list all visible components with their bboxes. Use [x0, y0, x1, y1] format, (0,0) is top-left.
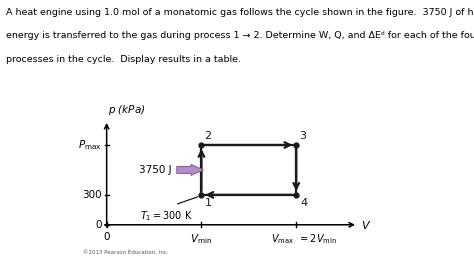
- Text: $= 2V_{\mathrm{min}}$: $= 2V_{\mathrm{min}}$: [298, 232, 337, 245]
- Text: 300: 300: [82, 190, 102, 200]
- Text: 2: 2: [204, 131, 211, 141]
- Text: 0: 0: [95, 220, 102, 230]
- Text: 3750 J: 3750 J: [139, 165, 172, 175]
- Text: $T_1 = 300\ \mathrm{K}$: $T_1 = 300\ \mathrm{K}$: [140, 209, 193, 223]
- Text: $p$ (kPa): $p$ (kPa): [108, 103, 145, 117]
- Text: $P_{\mathrm{max}}$: $P_{\mathrm{max}}$: [78, 138, 102, 152]
- FancyArrow shape: [177, 164, 203, 176]
- Text: A heat engine using 1.0 mol of a monatomic gas follows the cycle shown in the fi: A heat engine using 1.0 mol of a monatom…: [6, 8, 474, 17]
- Text: $V_{\mathrm{min}}$: $V_{\mathrm{min}}$: [191, 232, 212, 245]
- Text: $V$: $V$: [361, 219, 371, 231]
- Text: processes in the cycle.  Display results in a table.: processes in the cycle. Display results …: [6, 55, 241, 64]
- Text: energy is transferred to the gas during process 1 → 2. Determine W, Q, and ΔEᵈ f: energy is transferred to the gas during …: [6, 31, 474, 40]
- Text: $V_{\mathrm{max}}$: $V_{\mathrm{max}}$: [271, 232, 294, 245]
- Text: 0: 0: [103, 232, 110, 242]
- Text: 1: 1: [205, 198, 212, 208]
- Text: 4: 4: [300, 198, 307, 208]
- Text: ©2013 Pearson Education, Inc.: ©2013 Pearson Education, Inc.: [83, 250, 169, 254]
- Text: 3: 3: [299, 131, 306, 141]
